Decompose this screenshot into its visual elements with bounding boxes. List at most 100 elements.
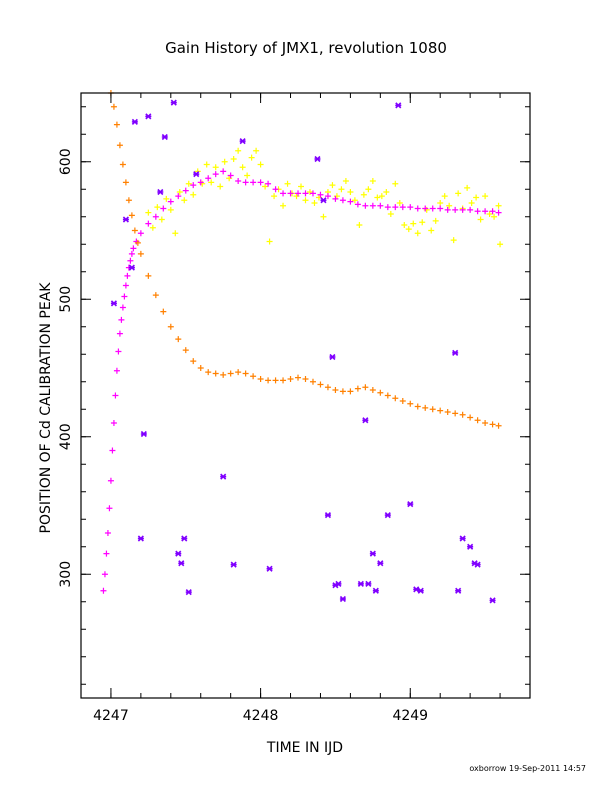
- data-point: [257, 161, 264, 168]
- data-point: [395, 102, 402, 109]
- data-point: [339, 388, 346, 395]
- data-point: [175, 550, 182, 557]
- data-point: [250, 373, 257, 380]
- data-point: [324, 384, 331, 391]
- data-point: [444, 206, 451, 213]
- data-point: [287, 376, 294, 382]
- data-point: [235, 178, 242, 184]
- footer-credit: oxborrow 19-Sep-2011 14:57: [469, 764, 586, 773]
- data-point: [482, 208, 489, 215]
- data-point: [113, 121, 120, 128]
- data-point: [163, 195, 170, 202]
- data-point: [377, 202, 384, 209]
- data-point: [145, 209, 152, 216]
- data-point: [437, 407, 444, 414]
- data-point: [429, 406, 436, 413]
- data-point: [474, 561, 481, 568]
- data-point: [407, 204, 414, 211]
- data-point: [160, 308, 167, 315]
- series-3: [110, 99, 496, 604]
- data-point: [161, 133, 168, 141]
- data-point: [362, 202, 369, 209]
- data-point: [220, 371, 227, 378]
- data-point: [450, 237, 457, 244]
- data-point: [309, 190, 316, 197]
- data-point: [212, 171, 219, 178]
- data-point: [130, 245, 137, 252]
- data-point: [175, 193, 182, 200]
- data-point: [265, 180, 272, 187]
- data-point: [324, 193, 331, 200]
- data-point: [374, 194, 381, 201]
- data-point: [239, 164, 246, 171]
- data-point: [190, 182, 197, 189]
- data-point: [137, 535, 144, 542]
- data-point: [115, 348, 122, 355]
- data-point: [152, 213, 159, 220]
- data-point: [284, 180, 291, 187]
- data-point: [459, 411, 466, 418]
- plot-frame: [80, 92, 531, 699]
- data-point: [185, 180, 192, 187]
- data-point: [253, 147, 260, 154]
- data-point: [335, 580, 342, 587]
- plot-area: [100, 90, 504, 604]
- data-point: [221, 158, 228, 165]
- data-point: [414, 403, 421, 410]
- data-point: [119, 161, 126, 168]
- data-point: [369, 202, 376, 209]
- data-point: [339, 595, 346, 603]
- data-point: [302, 197, 309, 204]
- data-point: [239, 138, 246, 145]
- data-point: [227, 370, 234, 377]
- data-point: [384, 204, 391, 211]
- data-point: [157, 188, 164, 196]
- data-point: [152, 292, 159, 299]
- data-point: [137, 250, 144, 257]
- data-point: [175, 336, 182, 343]
- data-point: [365, 580, 372, 587]
- data-point: [107, 477, 114, 484]
- data-point: [407, 501, 414, 508]
- data-point: [489, 208, 496, 215]
- data-point: [401, 222, 408, 228]
- data-point: [356, 222, 363, 228]
- data-point: [227, 172, 234, 179]
- data-point: [205, 369, 212, 376]
- data-point: [338, 186, 345, 193]
- data-point: [122, 216, 129, 223]
- data-point: [181, 535, 188, 542]
- data-point: [220, 168, 227, 175]
- data-point: [121, 293, 128, 300]
- data-point: [495, 202, 502, 209]
- data-point: [467, 414, 474, 421]
- data-point: [444, 409, 451, 415]
- data-point: [197, 365, 204, 371]
- data-point: [306, 189, 313, 195]
- data-point: [414, 205, 421, 212]
- data-point: [441, 193, 448, 200]
- x-tick-label: 4248: [243, 708, 279, 724]
- data-point: [302, 190, 309, 197]
- data-point: [116, 330, 123, 337]
- data-point: [220, 473, 227, 480]
- data-point: [399, 398, 406, 404]
- data-point: [271, 193, 278, 200]
- data-point: [407, 400, 414, 407]
- data-point: [468, 200, 475, 206]
- data-point: [452, 206, 459, 213]
- data-point: [354, 201, 361, 208]
- data-point: [314, 155, 321, 163]
- data-point: [452, 410, 459, 417]
- data-point: [190, 191, 197, 198]
- data-point: [298, 183, 305, 190]
- data-point: [446, 202, 453, 209]
- data-point: [212, 164, 219, 171]
- data-point: [112, 392, 119, 399]
- data-point: [342, 178, 349, 184]
- chart-title: Gain History of JMX1, revolution 1080: [165, 39, 447, 57]
- data-point: [244, 172, 251, 179]
- data-point: [154, 204, 161, 211]
- data-point: [422, 404, 429, 411]
